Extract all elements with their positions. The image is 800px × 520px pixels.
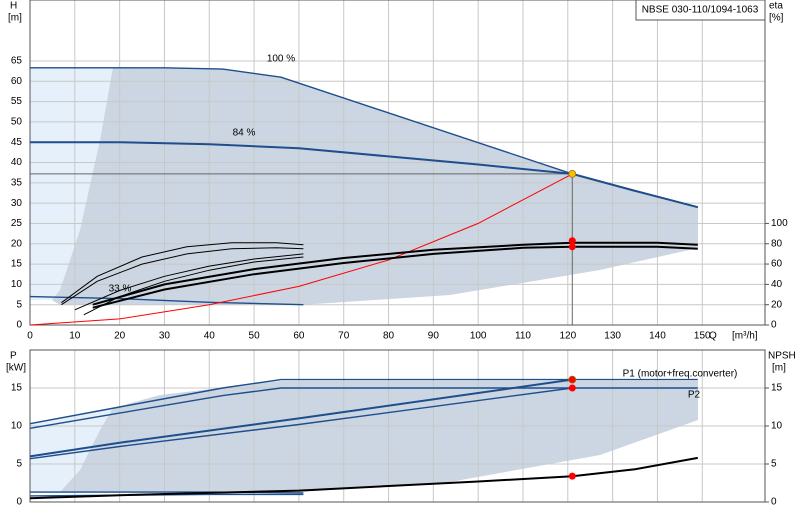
x-tick-label: 20	[114, 331, 126, 342]
curve	[29, 456, 698, 500]
x-tick-label: 80	[383, 331, 395, 342]
duty-point	[568, 243, 576, 251]
curve	[29, 387, 698, 429]
y-tick-label: 15	[11, 259, 23, 270]
curve-label: 100 %	[267, 54, 295, 65]
y2-tick-label: 0	[771, 320, 777, 331]
y-tick-label: 10	[11, 421, 23, 432]
curve	[92, 245, 698, 309]
range-area	[60, 381, 698, 492]
x-tick-label: 0	[27, 331, 33, 342]
curve	[30, 141, 573, 175]
y2-tick-label: 80	[771, 238, 783, 249]
duty-point	[568, 375, 577, 384]
chart-title: NBSE 030-110/1094-1063	[642, 5, 759, 16]
y-axis-label: H	[10, 1, 17, 12]
y-axis-unit: [m]	[8, 13, 22, 24]
y-tick-label: 0	[16, 320, 22, 331]
y-tick-label: 5	[16, 459, 22, 470]
curve-label: P1 (motor+freq.converter)	[623, 369, 738, 380]
duty-point	[568, 384, 576, 392]
x-tick-label: 50	[249, 331, 261, 342]
curve-label: 33 %	[109, 284, 132, 295]
x-tick-label: 100	[470, 331, 487, 342]
y2-tick-label: 40	[771, 279, 783, 290]
curve	[61, 242, 304, 304]
x-tick-label: 30	[159, 331, 171, 342]
y-tick-label: 55	[11, 96, 23, 107]
duty-point	[568, 237, 576, 245]
y2-axis-unit: [%]	[769, 13, 784, 24]
curve	[92, 241, 698, 306]
y-tick-label: 5	[16, 299, 22, 310]
curve	[29, 387, 573, 460]
x-tick-label: 150	[694, 331, 711, 342]
curve-label: 84 %	[233, 128, 256, 139]
duty-point	[568, 169, 577, 178]
y-tick-label: 0	[16, 497, 22, 508]
x-tick-label: 60	[293, 331, 305, 342]
curve	[83, 256, 304, 316]
y2-axis-unit: [m]	[772, 363, 786, 374]
y-tick-label: 50	[11, 117, 23, 128]
y-tick-label: 45	[11, 137, 23, 148]
y2-tick-label: 0	[771, 497, 777, 508]
x-tick-label: 40	[204, 331, 216, 342]
y-tick-label: 40	[11, 157, 23, 168]
y2-tick-label: 20	[771, 299, 783, 310]
y2-tick-label: 60	[771, 259, 783, 270]
duty-point	[568, 472, 576, 480]
y-tick-label: 25	[11, 218, 23, 229]
y-tick-label: 10	[11, 279, 23, 290]
y-axis-label: P	[10, 351, 17, 362]
x-axis-label: Q	[709, 331, 717, 342]
y2-axis-label: eta	[769, 1, 783, 12]
x-tick-label: 10	[69, 331, 81, 342]
x-tick-label: 130	[604, 331, 621, 342]
curve	[29, 173, 573, 326]
y-tick-label: 65	[11, 56, 23, 67]
y2-axis-label: NPSH	[768, 351, 796, 362]
y-axis-unit: [kW]	[6, 363, 26, 374]
curve	[29, 295, 304, 306]
title-box	[635, 0, 766, 21]
curve-label: P2	[688, 390, 701, 401]
x-tick-label: 90	[428, 331, 440, 342]
curve	[572, 172, 699, 209]
y2-tick-label: 15	[771, 383, 783, 394]
x-axis-unit: [m³/h]	[732, 331, 758, 342]
y2-tick-label: 100	[771, 218, 788, 229]
y-tick-label: 35	[11, 177, 23, 188]
y-tick-label: 20	[11, 238, 23, 249]
curve	[61, 247, 304, 306]
y-tick-label: 15	[11, 383, 23, 394]
range-area	[52, 67, 698, 305]
x-tick-label: 110	[515, 331, 531, 342]
curve	[29, 378, 698, 425]
x-tick-label: 70	[338, 331, 350, 342]
y2-tick-label: 10	[771, 421, 783, 432]
curve	[29, 378, 573, 458]
x-tick-label: 140	[649, 331, 666, 342]
range-area-light	[30, 67, 113, 300]
curve	[74, 253, 304, 311]
plot-frame	[29, 0, 766, 326]
y-tick-label: 60	[11, 76, 23, 87]
y-tick-label: 30	[11, 198, 23, 209]
y2-tick-label: 5	[771, 459, 777, 470]
x-tick-label: 120	[559, 331, 576, 342]
